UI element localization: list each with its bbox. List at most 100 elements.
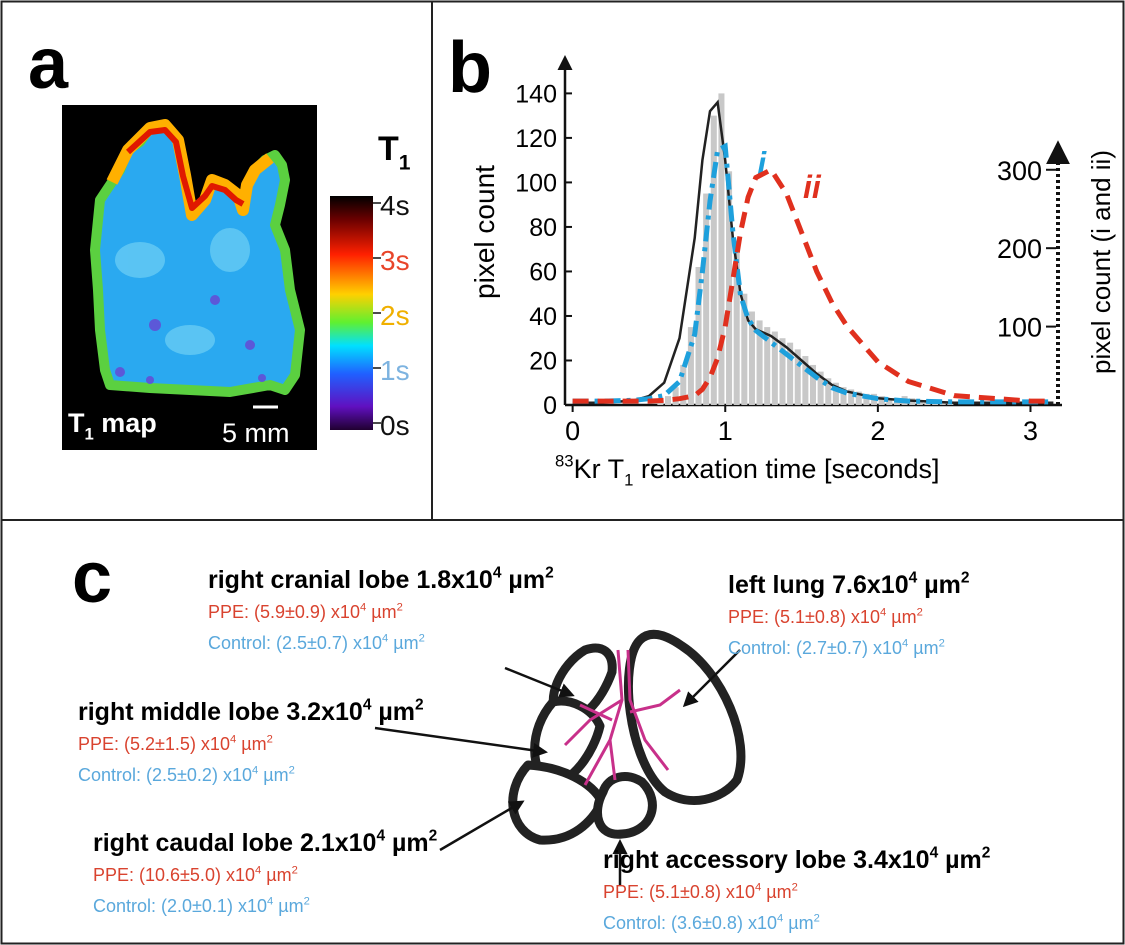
series-line (572, 99, 1054, 405)
map-spots (115, 295, 266, 384)
lobe-ppe-part: 4 (880, 606, 886, 618)
lobe-name-part: right cranial lobe 1.8x10 (208, 566, 493, 594)
lobe-ppe: PPE: (10.6±5.0) x104 µm2 (93, 864, 298, 885)
lobe-control: Control: (2.7±0.7) x104 µm2 (728, 637, 945, 658)
y-tick-label: 100 (515, 169, 557, 197)
panel-label: b (448, 28, 492, 108)
histogram-bar (703, 193, 710, 405)
lobe-ppe-part: 2 (292, 864, 298, 876)
histogram-bar (695, 267, 702, 405)
x-tick-label: 1 (718, 416, 733, 446)
lobe-control-part: Control: (2.5±0.7) x10 (208, 633, 382, 653)
lung-diagram (508, 629, 746, 845)
lobe-control: Control: (2.0±0.1) x104 µm2 (93, 895, 310, 916)
lobe-name-part: right caudal lobe 2.1x10 (93, 829, 376, 857)
series-label: ii (803, 169, 822, 205)
lobe-control-part: Control: (3.6±0.8) x10 (603, 913, 777, 933)
lobe-name-part: 4 (909, 570, 918, 587)
lobe-control-part: 2 (289, 764, 295, 776)
x-tick-label: 3 (1023, 416, 1038, 446)
lobe-ppe-part: 2 (267, 733, 273, 745)
lobe-control-part: 2 (304, 895, 310, 907)
histogram-bar (665, 396, 672, 405)
histogram-bar (863, 393, 870, 405)
lobe-ppe-part: PPE: (5.2±1.5) x10 (78, 734, 230, 754)
lobe-ppe-part: µm (886, 607, 916, 627)
series-line (572, 142, 1054, 405)
histogram-bar (878, 396, 885, 405)
lobe-ppe: PPE: (5.1±0.8) x104 µm2 (728, 606, 923, 627)
histogram-bar (809, 364, 817, 405)
x-tick-label: 2 (870, 416, 885, 446)
lobe-control-part: 4 (777, 912, 783, 924)
lobe-name-part: 2 (545, 565, 554, 582)
series-label: i (757, 145, 767, 181)
x-axis-label-part: 83 (555, 452, 574, 471)
histogram-bar (718, 93, 725, 406)
lobe-control-part: µm (783, 913, 813, 933)
lobe-control-part: 4 (382, 632, 388, 644)
histogram-bar (687, 327, 694, 405)
histogram-bar (825, 378, 832, 405)
lobe-control-part: µm (258, 765, 288, 785)
lobe-name-part: 4 (493, 565, 502, 582)
y-tick-label: 20 (529, 347, 557, 375)
y-tick-label: 140 (515, 80, 557, 108)
lobe-control-part: 4 (902, 637, 908, 649)
y-tick-label: 40 (529, 303, 557, 331)
histogram-bar (764, 327, 771, 405)
x-axis-label-part: relaxation time [seconds] (633, 454, 939, 484)
colorbar-tick-label: 4s (380, 190, 410, 221)
map-label-part: 1 (85, 425, 94, 444)
panel-label: a (28, 24, 69, 104)
histogram-bar (817, 371, 824, 405)
lobe-name: right accessory lobe 3.4x104 µm2 (603, 845, 990, 875)
x-axis-label: 83Kr T1 relaxation time [seconds] (555, 452, 940, 490)
histogram-bar (848, 389, 855, 405)
lobe-control: Control: (2.5±0.7) x104 µm2 (208, 632, 425, 653)
lobe-ppe-part: µm (236, 734, 266, 754)
colorbar-tick-label: 0s (380, 410, 410, 441)
colorbar (330, 196, 373, 430)
histogram-bar (733, 249, 740, 405)
lobe-control-part: Control: (2.7±0.7) x10 (728, 638, 902, 658)
lobe-ppe-part: µm (366, 602, 396, 622)
lobe-control-part: µm (273, 896, 303, 916)
lobe-ppe-part: 4 (755, 881, 761, 893)
panel-label: c (72, 538, 112, 618)
lobe-ppe-part: 4 (230, 733, 236, 745)
histogram-bar (886, 398, 893, 405)
lobe-control-part: µm (388, 633, 418, 653)
lobe-name-part: right accessory lobe 3.4x10 (603, 846, 930, 874)
y2-tick-label: 200 (997, 234, 1042, 264)
map-label-part: T (68, 408, 85, 438)
lobe-ppe-part: µm (761, 882, 791, 902)
y2-tick-label: 100 (997, 313, 1042, 343)
airways (563, 649, 681, 786)
scale-bar-label: 5 mm (222, 418, 290, 448)
lobe-name: right middle lobe 3.2x104 µm2 (78, 697, 424, 727)
histogram-bar (710, 115, 717, 405)
histogram-bar (756, 320, 763, 405)
lobe-ppe-part: PPE: (5.1±0.8) x10 (603, 882, 755, 902)
histogram-bar (748, 311, 755, 405)
map-label: T1 map (68, 408, 157, 444)
histogram-bar (741, 293, 748, 405)
lobe-ppe-part: PPE: (5.1±0.8) x10 (728, 607, 880, 627)
lobe-name-part: 4 (376, 828, 385, 845)
lobe-control-part: 2 (814, 912, 820, 924)
lobe-ppe-part: 2 (792, 881, 798, 893)
lobe-ppe-part: 2 (917, 606, 923, 618)
lobe-control-part: 2 (419, 632, 425, 644)
histogram-bar (802, 356, 809, 405)
lobe-name-part: right middle lobe 3.2x10 (78, 698, 363, 726)
lobe-ppe: PPE: (5.1±0.8) x104 µm2 (603, 881, 798, 902)
x-axis-label-part: Kr T (574, 454, 625, 484)
lobe-control-part: Control: (2.0±0.1) x10 (93, 896, 267, 916)
x-axis-label-part: 1 (624, 471, 633, 490)
histogram-bar (680, 364, 687, 405)
lobe-name-part: µm (917, 571, 961, 599)
lobe-ppe-part: PPE: (10.6±5.0) x10 (93, 865, 255, 885)
